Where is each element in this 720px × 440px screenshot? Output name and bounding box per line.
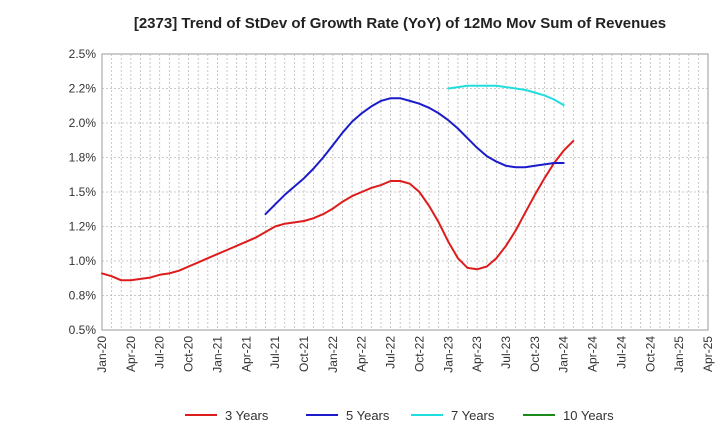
x-tick-label: Jul-21	[268, 336, 282, 369]
x-axis-ticks: Jan-20 Apr-20 Jul-20 Oct-20 Jan-21 Apr-21 Jul-…	[95, 336, 715, 373]
chart-title: [2373] Trend of StDev of Growth Rate (Yo…	[134, 15, 666, 32]
legend-label: 10 Years	[563, 408, 614, 423]
x-tick-label: Apr-24	[586, 336, 600, 372]
x-tick-label: Jul-24	[614, 336, 628, 369]
y-tick-label: 0.5%	[69, 323, 97, 337]
x-tick-label: Jan-24	[557, 336, 571, 373]
y-tick-label: 0.8%	[69, 289, 97, 303]
x-tick-label: Oct-23	[528, 336, 542, 372]
legend-label: 7 Years	[451, 408, 495, 423]
x-tick-label: Jul-20	[153, 336, 167, 369]
series-line-7-years	[447, 84, 565, 107]
legend-label: 5 Years	[346, 408, 390, 423]
x-tick-label: Oct-24	[643, 336, 657, 372]
legend: 3 Years 5 Years 7 Years 10 Years	[185, 408, 614, 423]
x-tick-label: Apr-20	[124, 336, 138, 372]
x-tick-label: Jul-22	[384, 336, 398, 369]
x-tick-label: Jan-22	[326, 336, 340, 373]
x-tick-label: Apr-22	[355, 336, 369, 372]
x-tick-label: Apr-21	[239, 336, 253, 372]
x-tick-label: Apr-25	[701, 336, 715, 372]
y-tick-label: 2.2%	[69, 82, 97, 96]
series-line-5-years	[264, 97, 565, 216]
y-tick-label: 1.0%	[69, 254, 97, 268]
y-tick-label: 2.5%	[69, 47, 97, 61]
x-tick-label: Oct-22	[412, 336, 426, 372]
y-tick-label: 1.8%	[69, 151, 97, 165]
y-axis-ticks: 0.5% 0.8% 1.0% 1.2% 1.5% 1.8% 2.0% 2.2% 2.5%	[69, 47, 97, 337]
series-line-3-years	[101, 139, 575, 282]
y-tick-label: 1.2%	[69, 220, 97, 234]
horizontal-gridlines	[102, 88, 708, 296]
x-tick-label: Jan-25	[672, 336, 686, 373]
x-tick-label: Jul-23	[499, 336, 513, 369]
x-tick-label: Oct-21	[297, 336, 311, 372]
y-tick-label: 2.0%	[69, 116, 97, 130]
series-lines	[101, 84, 575, 282]
legend-label: 3 Years	[225, 408, 269, 423]
y-tick-label: 1.5%	[69, 185, 97, 199]
plot-area	[101, 53, 709, 331]
x-tick-label: Jan-23	[441, 336, 455, 373]
x-tick-label: Jan-20	[95, 336, 109, 373]
x-tick-label: Oct-20	[182, 336, 196, 372]
x-tick-label: Jan-21	[210, 336, 224, 373]
x-tick-label: Apr-23	[470, 336, 484, 372]
